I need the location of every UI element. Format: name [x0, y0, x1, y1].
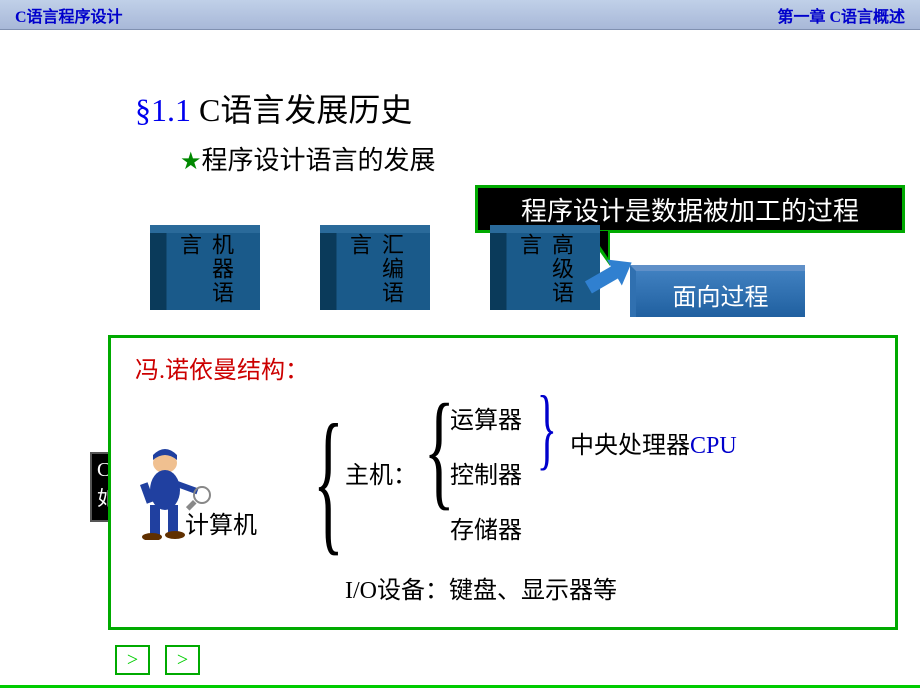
procedure-box: 面向过程 — [630, 265, 805, 317]
bottom-accent-line — [0, 685, 920, 688]
section-text: C语言发展历史 — [199, 92, 412, 128]
nav-button-prev[interactable]: > — [115, 645, 150, 675]
bullet-line: ★程序设计语言的发展 — [180, 140, 436, 177]
cpu-cn: 中央处理器 — [570, 433, 690, 459]
lang-text-3: 高级语言 — [513, 233, 577, 310]
nav-button-next[interactable]: > — [165, 645, 200, 675]
bullet-text: 程序设计语言的发展 — [202, 146, 436, 175]
header-left-title: C语言程序设计 — [15, 3, 123, 27]
header-right-title: 第一章 C语言概述 — [777, 3, 905, 27]
brace-icon-1: { — [313, 400, 344, 560]
lang-box-machine: 机器语言 — [150, 225, 260, 310]
header-bar: C语言程序设计 第一章 C语言概述 — [0, 0, 920, 30]
label-alu: 运算器 — [450, 400, 522, 435]
section-number: §1.1 — [135, 92, 191, 128]
callout-text: 程序设计是数据被加工的过程 — [521, 191, 859, 228]
label-cpu: 中央处理器CPU — [570, 425, 737, 460]
nav-icon-2: > — [177, 649, 188, 672]
label-computer: 计算机 — [185, 505, 257, 540]
von-neumann-title: 冯.诺依曼结构： — [135, 350, 309, 385]
label-host: 主机： — [345, 455, 417, 490]
label-mem: 存储器 — [450, 510, 522, 545]
lang-text-1: 机器语言 — [173, 233, 237, 310]
label-io: I/O设备：键盘、显示器等 — [345, 570, 617, 605]
section-title: §1.1 C语言发展历史 — [135, 85, 412, 131]
nav-icon-1: > — [127, 649, 138, 672]
lang-box-assembly: 汇编语言 — [320, 225, 430, 310]
proc-text: 面向过程 — [673, 277, 769, 312]
lang-box-highlevel: 高级语言 — [490, 225, 600, 310]
label-ctrl: 控制器 — [450, 455, 522, 490]
cpu-en: CPU — [690, 433, 737, 459]
brace-icon-3: } — [537, 385, 557, 476]
lang-text-2: 汇编语言 — [343, 233, 407, 310]
star-icon: ★ — [180, 149, 202, 175]
